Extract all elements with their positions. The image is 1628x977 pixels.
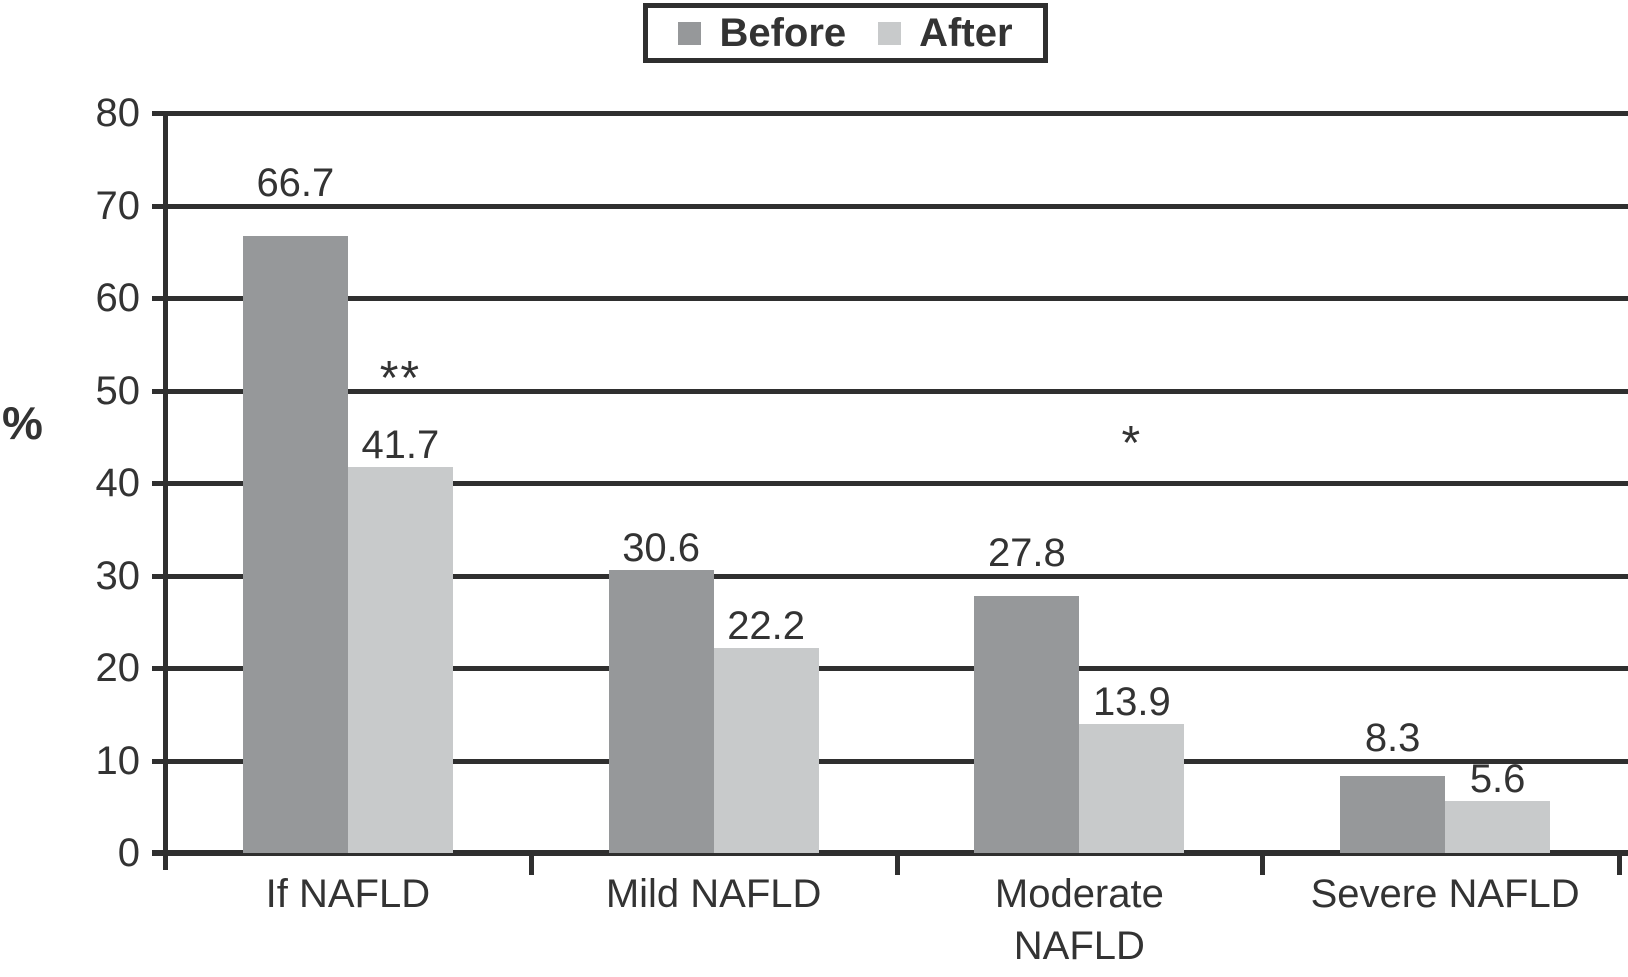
legend-label-after: After xyxy=(919,11,1013,55)
y-axis-tick-label: 30 xyxy=(95,553,141,598)
value-label-after-1: 41.7 xyxy=(361,423,440,468)
y-axis-tick-label: 60 xyxy=(95,276,141,320)
category-boundary-tick xyxy=(528,853,534,875)
y-axis-line xyxy=(163,113,168,870)
gridline-80 xyxy=(152,111,1628,116)
value-label-before-3: 27.8 xyxy=(987,530,1066,575)
bar-after-4 xyxy=(1445,801,1551,853)
value-label-after-4: 5.6 xyxy=(1469,757,1526,802)
x-axis-category-label: Moderate NAFLD xyxy=(994,872,1164,968)
value-label-before-2: 30.6 xyxy=(622,525,701,570)
y-axis-tick-label: 0 xyxy=(117,831,140,875)
bar-before-2 xyxy=(608,569,714,853)
gridline-10 xyxy=(152,758,1628,764)
legend-item-after: After xyxy=(878,11,1013,55)
gridline-60 xyxy=(152,296,1628,301)
category-boundary-tick xyxy=(894,853,900,875)
after-series-swatch-icon xyxy=(878,21,902,45)
significance-annotation: * xyxy=(1121,416,1143,470)
before-series-swatch-icon xyxy=(678,21,702,45)
bar-after-3 xyxy=(1079,724,1185,853)
gridline-30 xyxy=(152,573,1628,579)
y-axis-tick-label: 70 xyxy=(95,183,141,228)
chart-legend: Before After xyxy=(643,3,1048,63)
value-label-after-3: 13.9 xyxy=(1092,680,1171,725)
value-label-before-1: 66.7 xyxy=(256,160,335,205)
x-axis-category-label: If NAFLD xyxy=(265,872,431,916)
significance-annotation: ** xyxy=(379,352,422,406)
y-axis-tick-label: 80 xyxy=(95,91,141,135)
x-axis-line xyxy=(152,850,1628,856)
gridline-20 xyxy=(152,666,1628,671)
bar-before-4 xyxy=(1340,776,1446,853)
y-axis-tick-label: 20 xyxy=(95,646,141,690)
gridline-70 xyxy=(152,203,1628,209)
value-label-before-4: 8.3 xyxy=(1364,715,1421,760)
legend-item-before: Before xyxy=(678,13,846,53)
y-axis-tick-label: 10 xyxy=(95,738,141,783)
y-axis-tick-label: 40 xyxy=(95,461,141,505)
bar-before-1 xyxy=(242,236,348,853)
x-axis-category-label: Severe NAFLD xyxy=(1310,872,1580,916)
value-label-after-2: 22.2 xyxy=(727,603,806,648)
category-boundary-tick xyxy=(1260,853,1266,875)
legend-label-before: Before xyxy=(719,11,847,55)
x-axis-category-label: Mild NAFLD xyxy=(605,872,822,916)
bar-after-1 xyxy=(347,467,453,853)
bar-before-3 xyxy=(974,595,1080,853)
gridline-50 xyxy=(152,388,1628,394)
category-boundary-tick xyxy=(1617,853,1622,875)
gridline-40 xyxy=(152,481,1628,486)
y-axis-tick-label: 50 xyxy=(95,368,141,413)
y-axis-title: % xyxy=(2,397,43,449)
bar-after-2 xyxy=(713,647,819,853)
